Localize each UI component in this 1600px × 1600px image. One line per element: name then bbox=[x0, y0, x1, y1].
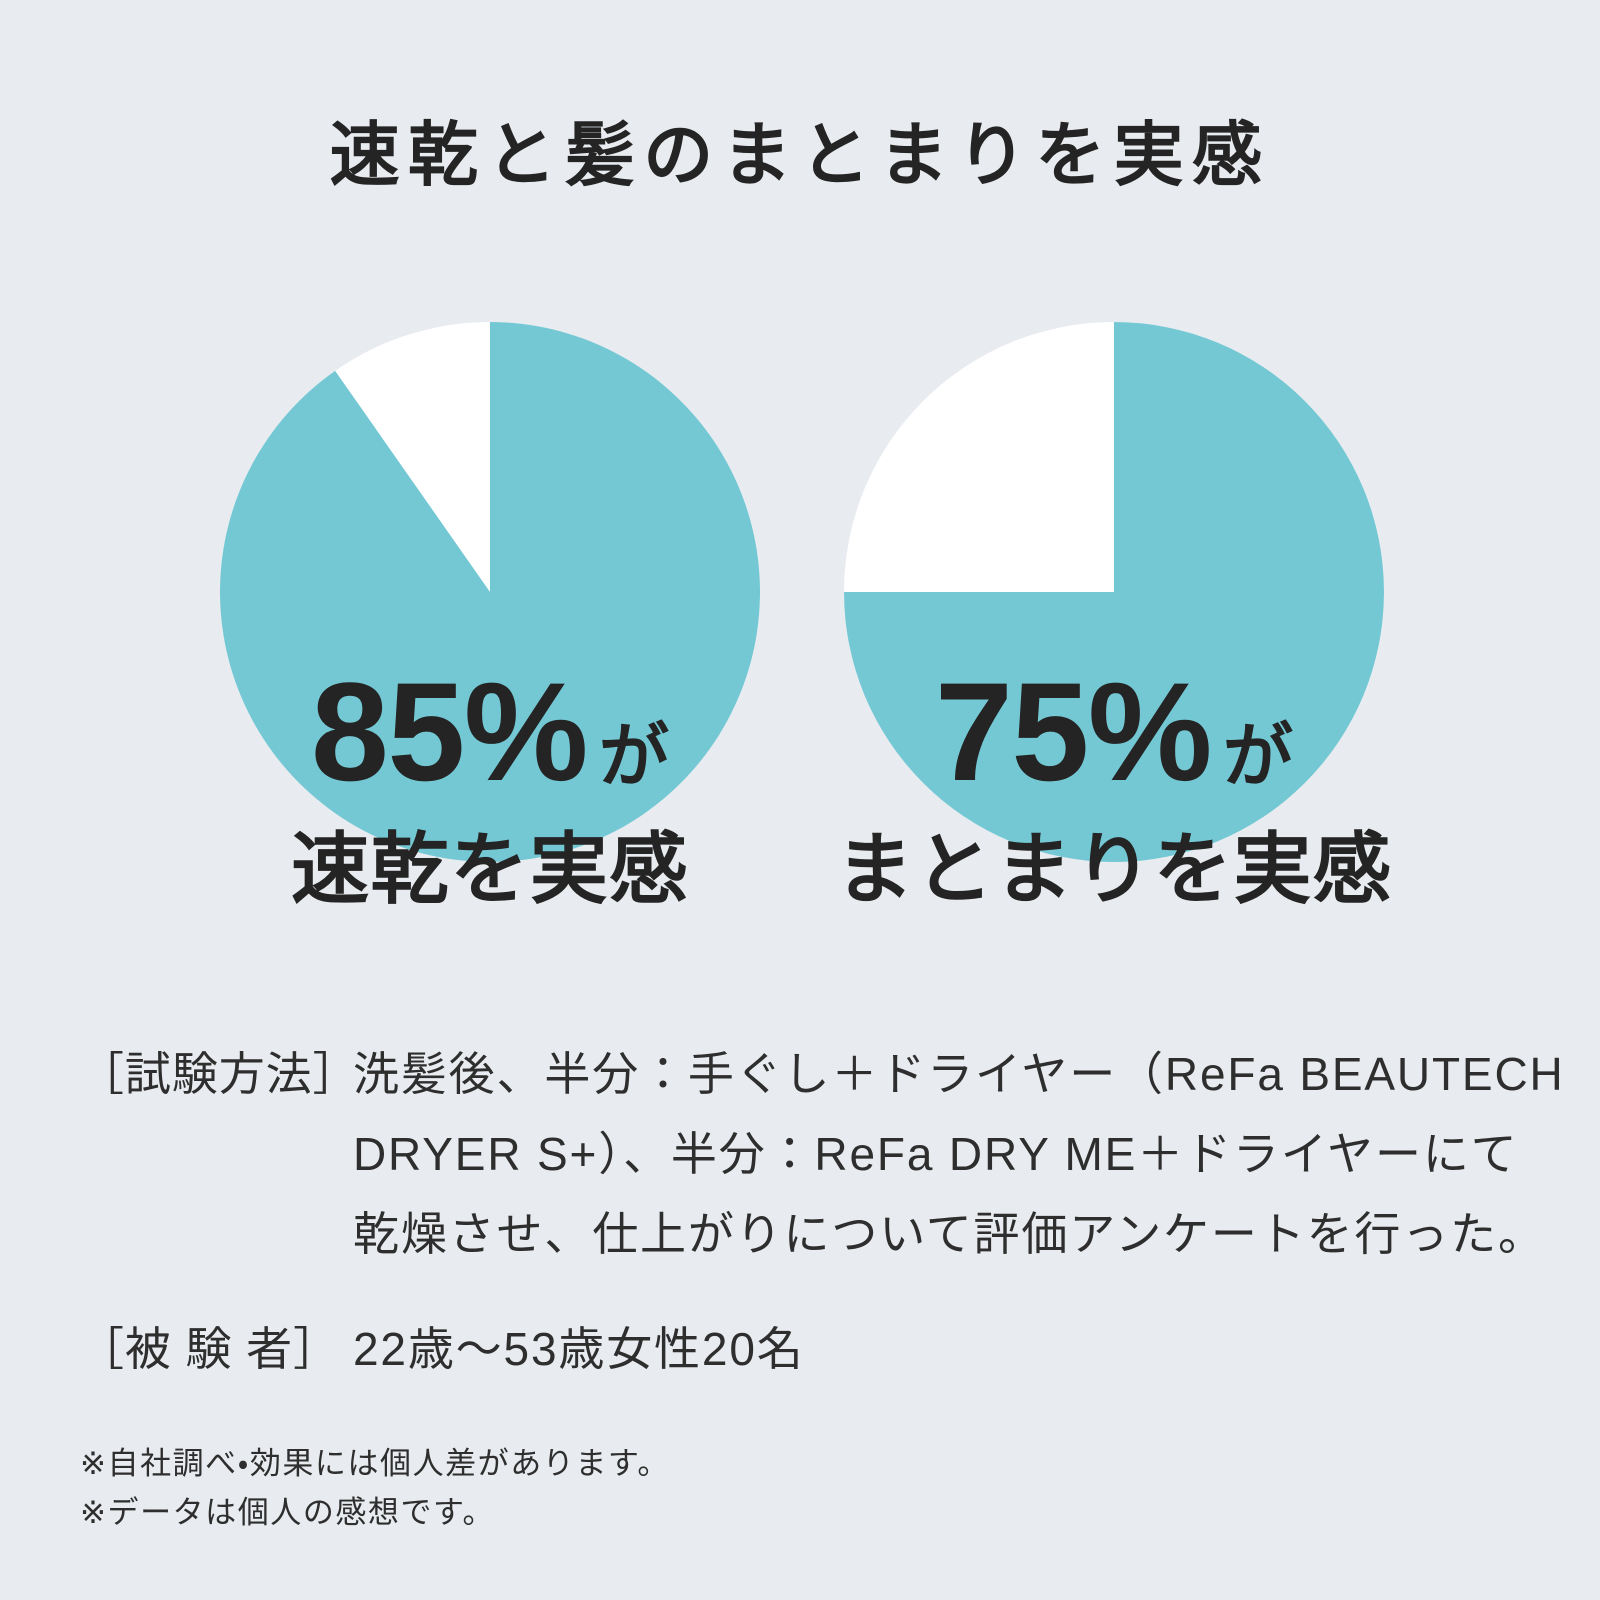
pie-svg bbox=[844, 322, 1384, 862]
page-title: 速乾と髪のまとまりを実感 bbox=[329, 116, 1271, 194]
pie-chart-manageability: 75% が まとまりを実感 bbox=[836, 322, 1391, 962]
pie-manageability-caption: まとまりを実感 bbox=[835, 825, 1393, 913]
method-text: 洗髪後、半分：手ぐし＋ドライヤー（ReFa BEAUTECH DRYER S+）… bbox=[353, 1034, 1565, 1274]
pie-slice-main bbox=[219, 322, 760, 862]
footnote-opinion: ※データは個人の感想です。 bbox=[80, 1495, 496, 1530]
method-line-2: DRYER S+）、半分：ReFa DRY ME＋ドライヤーにて bbox=[353, 1128, 1519, 1180]
method-label: ［試験方法］ bbox=[78, 1048, 360, 1100]
pie-chart-quick-dry: 85% が 速乾を実感 bbox=[219, 322, 760, 962]
percent-value: 75% bbox=[934, 653, 1212, 810]
pie-manageability-percent: 75% が bbox=[844, 662, 1384, 846]
pie-svg bbox=[219, 322, 760, 862]
pie-quick-dry-caption: 速乾を実感 bbox=[291, 825, 689, 913]
subjects-line: 22歳～53歳女性20名 bbox=[353, 1323, 805, 1375]
pie-slice-main bbox=[844, 322, 1384, 862]
method-line-1: 洗髪後、半分：手ぐし＋ドライヤー（ReFa BEAUTECH bbox=[353, 1048, 1565, 1100]
footnotes: ※自社調べ・効果には個人差があります。 ※データは個人の感想です。 bbox=[80, 1439, 670, 1537]
pie-manageability bbox=[844, 322, 1384, 862]
method-line-3: 乾燥させ、仕上がりについて評価アンケートを行った。 bbox=[353, 1208, 1546, 1260]
subjects-label: ［被 験 者］ bbox=[78, 1323, 341, 1375]
pie-quick-dry-percent: 85% が bbox=[220, 662, 760, 846]
footnote-disclaimer: ※自社調べ・効果には個人差があります。 bbox=[80, 1446, 670, 1481]
percent-value: 85% bbox=[310, 653, 588, 810]
percent-suffix: が bbox=[1223, 717, 1293, 795]
pie-quick-dry bbox=[219, 322, 760, 862]
subjects-text: 22歳～53歳女性20名 bbox=[353, 1309, 805, 1389]
percent-suffix: が bbox=[599, 717, 669, 795]
